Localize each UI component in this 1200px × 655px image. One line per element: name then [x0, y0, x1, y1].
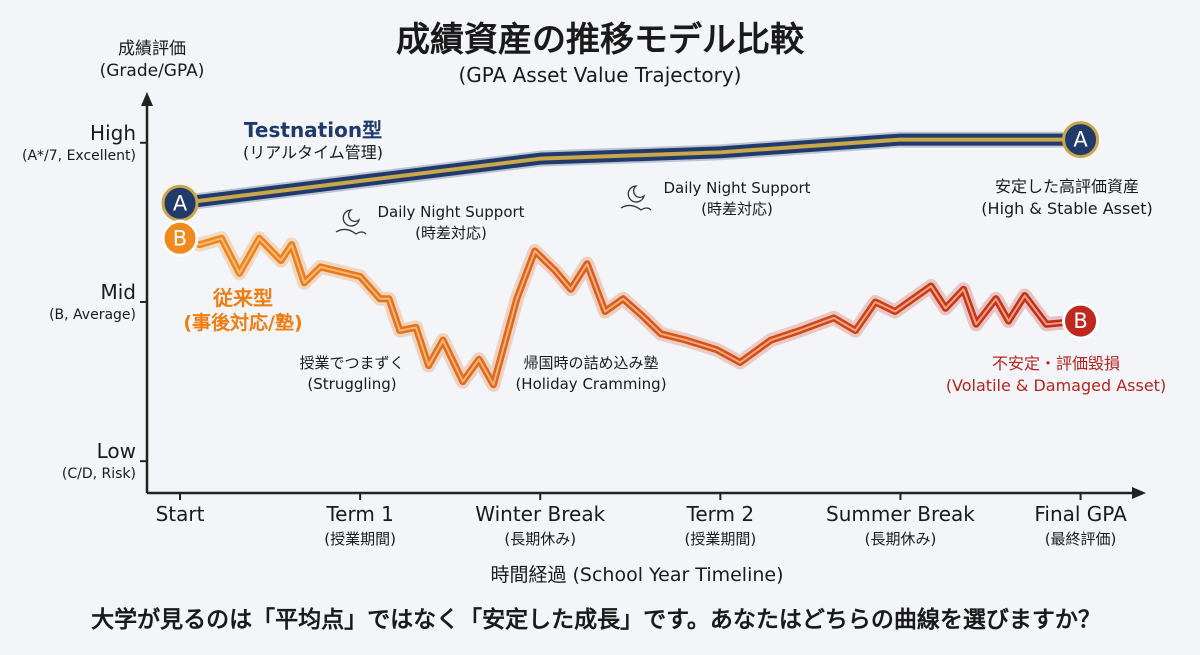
marker-label: A [1073, 128, 1088, 152]
line-highlight [179, 237, 1081, 386]
annotation: 帰国時の詰め込み塾 (Holiday Cramming) [515, 354, 667, 393]
annotation: 安定した高評価資産 (High & Stable Asset) [981, 177, 1153, 219]
marker-circle [161, 219, 199, 257]
x-tick-label: Winter Break (長期休み) [475, 502, 606, 548]
marker-circle [1062, 302, 1100, 340]
line-highlight [179, 137, 1081, 206]
y-tick-label: Low (C/D, Risk) [61, 439, 136, 483]
moon-icon [620, 185, 652, 211]
line-marker: B [161, 219, 199, 257]
y-axis-arrow [141, 92, 153, 106]
annotation: 授業でつまずく (Struggling) [299, 354, 405, 393]
y-tick-label: High (A*/7, Excellent) [22, 120, 136, 164]
x-axis-label: 時間経過 (School Year Timeline) [490, 564, 784, 586]
footer-question: 大学が見るのは「平均点」ではなく「安定した成長」です。あなたはどちらの曲線を選び… [91, 607, 1101, 633]
x-axis-arrow [1132, 487, 1146, 499]
moon-icon [335, 209, 367, 235]
y-axis-label: 成績評価 (Grade/GPA) [99, 39, 205, 82]
marker-label: B [1073, 309, 1087, 333]
annotation: 不安定・評価毀損 (Volatile & Damaged Asset) [945, 354, 1167, 396]
series-note: (リアルタイム管理) [242, 143, 384, 162]
series-label: 従来型 [213, 286, 273, 310]
annotation: Daily Night Support (時差対応) [377, 203, 525, 242]
annotation: Daily Night Support (時差対応) [663, 179, 811, 218]
series-label: Testnation型 [243, 118, 383, 142]
chart-subtitle: (GPA Asset Value Trajectory) [458, 63, 742, 87]
chart-title: 成績資産の推移モデル比較 [396, 20, 804, 60]
x-tick-label: Summer Break (長期休み) [826, 502, 975, 548]
x-tick-label: Term 1 (授業期間) [324, 502, 396, 548]
x-tick-label: Start [155, 502, 205, 526]
line-marker: A [161, 184, 199, 222]
marker-label: B [173, 226, 187, 250]
x-tick-label: Final GPA (最終評価) [1034, 502, 1127, 548]
line-marker: B [1062, 302, 1100, 340]
marker-label: A [173, 191, 188, 215]
x-tick-label: Term 2 (授業期間) [684, 502, 757, 548]
marker-circle [1062, 121, 1100, 159]
series-note: (事後対応/塾) [183, 312, 303, 334]
y-tick-label: Mid (B, Average) [49, 280, 136, 324]
line-marker: A [1062, 121, 1100, 159]
